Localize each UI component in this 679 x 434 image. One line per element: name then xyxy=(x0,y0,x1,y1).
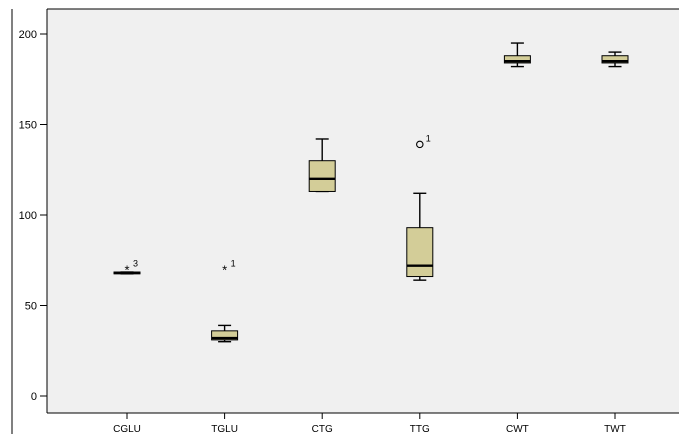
box-group xyxy=(601,51,629,68)
box-group xyxy=(406,192,434,281)
y-tick-label: 100 xyxy=(19,210,37,222)
box-group xyxy=(113,271,141,275)
box-rect xyxy=(211,330,239,341)
outlier-label: 1 xyxy=(231,258,236,268)
box-rect xyxy=(601,55,629,64)
outlier-label: 1 xyxy=(426,133,431,143)
x-tick-label: CWT xyxy=(506,424,529,434)
box-rect xyxy=(503,55,531,64)
y-tick-label: 50 xyxy=(25,301,37,313)
box-rect xyxy=(308,160,336,192)
y-tick-label: 150 xyxy=(19,120,37,132)
outlier-star-marker: * xyxy=(222,262,227,277)
y-tick-label: 0 xyxy=(31,391,37,403)
outlier-star-marker: * xyxy=(124,262,129,277)
boxes-layer xyxy=(113,42,629,343)
outlier-point: * 1 xyxy=(222,258,236,277)
x-tick-label: CGLU xyxy=(113,424,141,434)
box-group xyxy=(308,138,336,193)
outlier-label: 3 xyxy=(133,258,138,268)
outlier-circle-marker xyxy=(416,140,424,149)
outlier-point: 1 xyxy=(416,133,431,149)
x-tick-label: TWT xyxy=(604,424,626,434)
box-group xyxy=(211,324,239,343)
y-tick-label: 200 xyxy=(19,29,37,41)
x-tick-label: TTG xyxy=(410,424,430,434)
box-group xyxy=(503,42,531,68)
y-axis: 0 50 100 150 200 xyxy=(19,29,47,403)
x-tick-label: CTG xyxy=(312,424,333,434)
outliers-layer: * 3 * 11 xyxy=(124,133,430,277)
x-tick-label: TGLU xyxy=(211,424,238,434)
box-rect xyxy=(406,227,434,278)
plot-background xyxy=(47,9,679,413)
outlier-point: * 3 xyxy=(124,258,138,277)
x-axis: CGLU TGLU CTG TTG CWT TWT xyxy=(113,413,626,434)
